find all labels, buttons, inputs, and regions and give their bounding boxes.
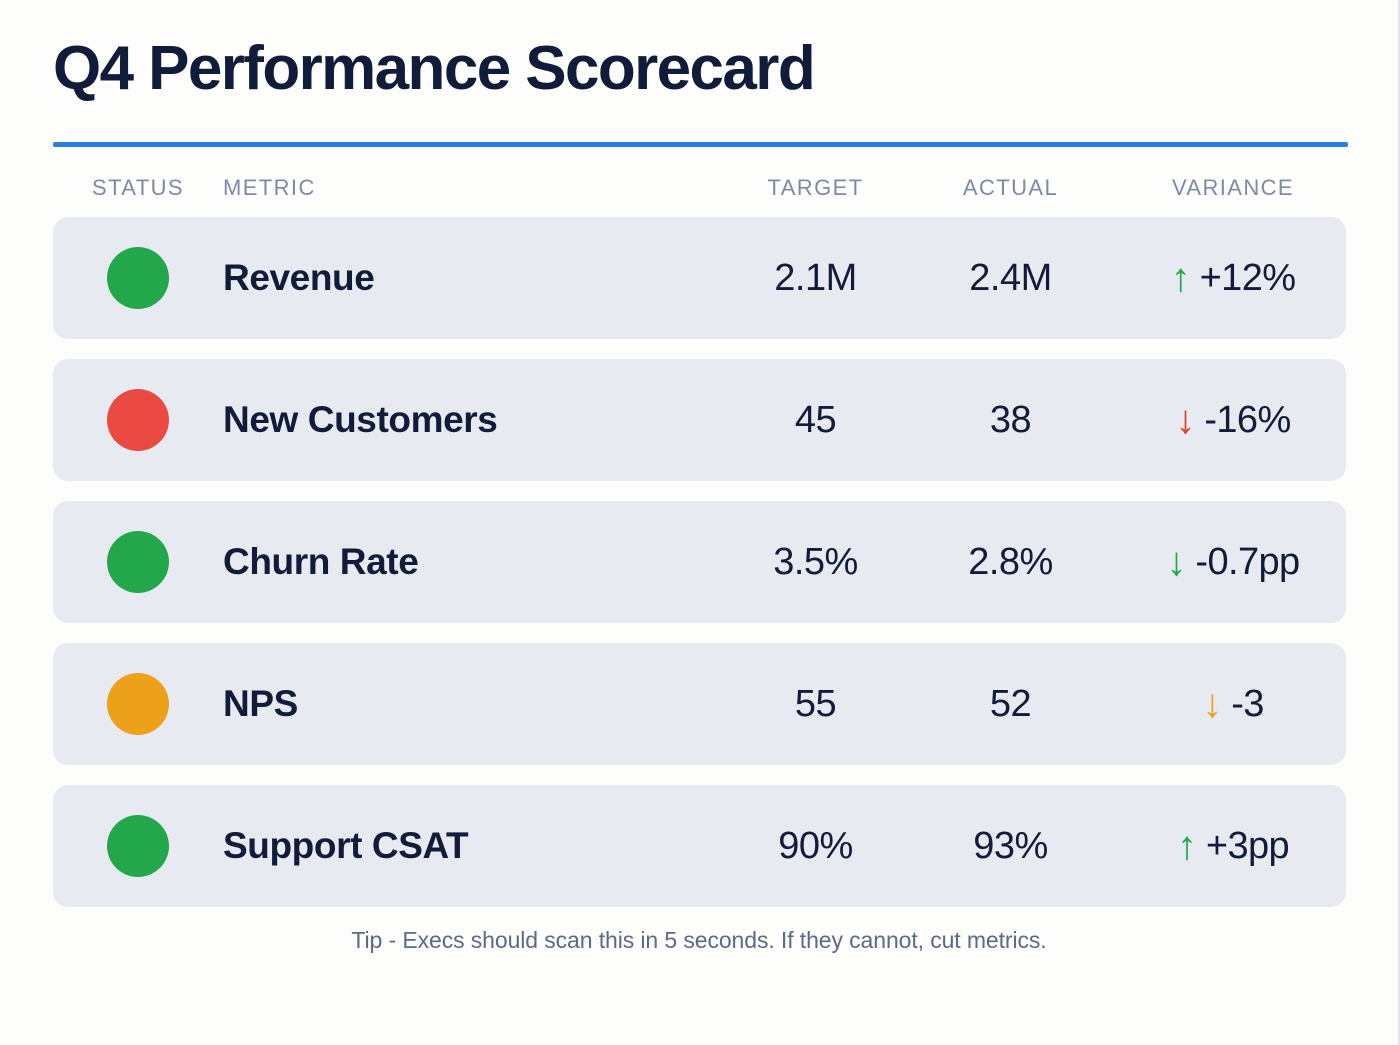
metric-name: Churn Rate bbox=[223, 541, 419, 582]
target-value: 55 bbox=[794, 682, 837, 725]
variance-value: -16% bbox=[1204, 398, 1291, 441]
status-cell bbox=[53, 389, 223, 451]
variance-cell: ↑ +12% bbox=[1118, 257, 1348, 300]
variance-arrow-icon: ↓ bbox=[1166, 540, 1187, 584]
target-value: 45 bbox=[794, 398, 837, 441]
status-dot-icon bbox=[107, 247, 169, 309]
page-title: Q4 Performance Scorecard bbox=[53, 34, 816, 103]
variance-cell: ↓ -0.7pp bbox=[1118, 541, 1348, 584]
metric-name: New Customers bbox=[223, 399, 498, 440]
column-header-actual: ACTUAL bbox=[962, 175, 1059, 200]
status-cell bbox=[53, 247, 223, 309]
actual-value: 2.4M bbox=[969, 256, 1052, 299]
status-dot-icon bbox=[107, 531, 169, 593]
table-row[interactable]: Support CSAT 90% 93% ↑ +3pp bbox=[53, 785, 1346, 907]
table-row[interactable]: New Customers 45 38 ↓ -16% bbox=[53, 359, 1346, 481]
metric-name: NPS bbox=[223, 683, 298, 724]
column-header-metric: METRIC bbox=[223, 175, 316, 200]
metric-name: Revenue bbox=[223, 257, 375, 298]
column-header-status: STATUS bbox=[92, 175, 184, 200]
actual-value: 2.8% bbox=[968, 540, 1053, 583]
target-value: 3.5% bbox=[773, 540, 858, 583]
variance-value: -3 bbox=[1231, 682, 1264, 725]
status-cell bbox=[53, 673, 223, 735]
variance-arrow-icon: ↓ bbox=[1175, 398, 1196, 442]
table-row[interactable]: Revenue 2.1M 2.4M ↑ +12% bbox=[53, 217, 1346, 339]
variance-arrow-icon: ↑ bbox=[1170, 256, 1191, 300]
actual-value: 52 bbox=[989, 682, 1032, 725]
variance-cell: ↓ -3 bbox=[1118, 683, 1348, 726]
status-dot-icon bbox=[107, 673, 169, 735]
variance-value: +3pp bbox=[1205, 824, 1290, 867]
footer-tip: Tip - Execs should scan this in 5 second… bbox=[351, 927, 1047, 953]
variance-cell: ↓ -16% bbox=[1118, 399, 1348, 442]
column-header-target: TARGET bbox=[767, 175, 864, 200]
table-row[interactable]: Churn Rate 3.5% 2.8% ↓ -0.7pp bbox=[53, 501, 1346, 623]
variance-value: +12% bbox=[1199, 256, 1296, 299]
table-row[interactable]: NPS 55 52 ↓ -3 bbox=[53, 643, 1346, 765]
actual-value: 38 bbox=[989, 398, 1032, 441]
actual-value: 93% bbox=[973, 824, 1048, 867]
variance-arrow-icon: ↓ bbox=[1202, 682, 1223, 726]
target-value: 2.1M bbox=[774, 256, 857, 299]
variance-value: -0.7pp bbox=[1195, 540, 1300, 583]
page-header: Q4 Performance Scorecard bbox=[0, 0, 1398, 147]
variance-cell: ↑ +3pp bbox=[1118, 825, 1348, 868]
status-cell bbox=[53, 815, 223, 877]
status-cell bbox=[53, 531, 223, 593]
status-dot-icon bbox=[107, 815, 169, 877]
scorecard-table: STATUS METRIC TARGET ACTUAL VARIANCE Rev… bbox=[0, 169, 1398, 907]
accent-divider bbox=[53, 142, 1348, 147]
column-header-variance: VARIANCE bbox=[1171, 175, 1295, 200]
table-body: Revenue 2.1M 2.4M ↑ +12% New Customers 45 38 ↓ -1… bbox=[53, 217, 1346, 907]
status-dot-icon bbox=[107, 389, 169, 451]
metric-name: Support CSAT bbox=[223, 825, 469, 866]
target-value: 90% bbox=[778, 824, 853, 867]
variance-arrow-icon: ↑ bbox=[1176, 824, 1197, 868]
table-header-row: STATUS METRIC TARGET ACTUAL VARIANCE bbox=[53, 169, 1346, 217]
